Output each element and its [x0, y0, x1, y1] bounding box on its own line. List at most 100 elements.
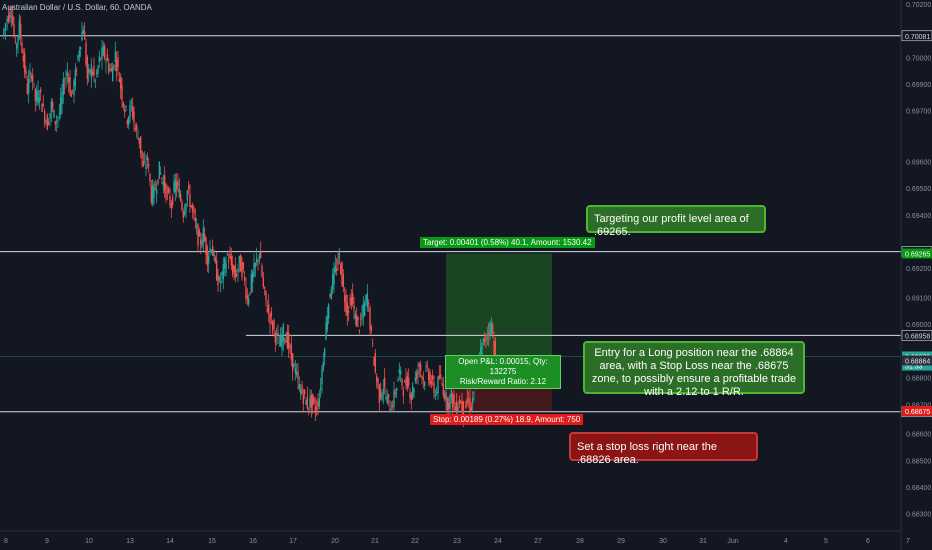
candle-body [149, 173, 151, 182]
y-tick-label: 0.69200 [906, 266, 931, 273]
candle-body [329, 294, 331, 297]
candle-body [37, 90, 39, 104]
candle-body [426, 365, 429, 368]
y-tick-label: 0.70200 [906, 2, 931, 9]
candle-body [226, 253, 229, 255]
candle-body [165, 183, 167, 200]
candle-body [305, 400, 307, 405]
candle-body [273, 319, 275, 329]
candle-body [250, 274, 253, 292]
candle-body [211, 245, 214, 256]
candle-body [445, 392, 447, 400]
candle-body [381, 393, 383, 400]
candle-body [141, 150, 143, 159]
candle-body [111, 67, 114, 82]
candle-body [94, 80, 97, 81]
candle-body [330, 289, 333, 300]
candle-body [91, 71, 94, 75]
candle-body [291, 353, 294, 371]
candle-body [179, 193, 182, 201]
candle-body [309, 397, 311, 408]
candle-body [462, 400, 465, 420]
candle-body [63, 87, 66, 89]
candle-body [105, 61, 107, 63]
y-tick-label: 0.69400 [906, 213, 931, 220]
candle-body [383, 377, 386, 387]
target-zone [446, 253, 552, 361]
candle-body [18, 19, 21, 38]
candle-body [15, 44, 18, 49]
candle-body [489, 322, 491, 334]
candle-body [317, 401, 319, 407]
x-tick-label: 7 [906, 538, 910, 545]
candle-body [243, 276, 246, 281]
candle-body [119, 76, 122, 89]
pnl-box[interactable]: Open P&L: 0.00015, Qty: 132275 Risk/Rewa… [445, 355, 561, 389]
candle-body [183, 211, 186, 215]
x-tick-label: 10 [85, 538, 93, 545]
price-tag-label: 0.68675 [905, 409, 930, 416]
candle-body [53, 109, 55, 118]
stop-annotation[interactable]: Set a stop loss right near the .68826 ar… [569, 432, 758, 466]
candle-body [311, 393, 314, 405]
candle-body [361, 315, 363, 320]
candle-body [227, 260, 230, 262]
candle-body [54, 121, 57, 125]
candle-body [199, 239, 202, 245]
candle-body [75, 70, 78, 72]
candle-body [113, 65, 115, 68]
candle-body [22, 55, 25, 62]
y-tick-label: 0.68400 [906, 485, 931, 492]
candle-body [263, 287, 266, 289]
candle-body [77, 55, 79, 60]
candle-body [437, 376, 439, 394]
candle-body [479, 347, 482, 354]
candle-body [287, 332, 290, 349]
candle-body [465, 401, 467, 408]
candle-body [322, 362, 325, 370]
candle-body [166, 191, 169, 193]
candle-body [43, 110, 46, 123]
candle-body [385, 396, 387, 399]
candle-body [95, 72, 98, 74]
candle-body [346, 302, 349, 316]
stop-label[interactable]: Stop: 0.00189 (0.27%) 18.9, Amount: 750 [430, 414, 584, 425]
candle-body [313, 397, 315, 403]
candle-body [482, 338, 485, 343]
candle-body [434, 394, 437, 397]
candle-body [25, 70, 27, 75]
candle-body [394, 392, 397, 395]
candle-body [414, 377, 417, 382]
candle-body [261, 265, 263, 277]
candle-body [251, 272, 254, 282]
candle-body [338, 253, 341, 259]
candle-body [210, 250, 213, 252]
candle-body [71, 90, 74, 91]
price-axis[interactable]: 0.70200 0.70000 0.69900 0.69700 0.69600 0.695… [906, 2, 931, 519]
time-axis[interactable]: 8 9 10 13 14 15 16 17 20 21 22 23 24 27 28 29 30 31 Jun 4 5 6… [4, 538, 910, 545]
candle-body [321, 368, 323, 385]
candle-body [73, 80, 75, 96]
candle-body [217, 274, 219, 286]
candle-body [34, 88, 37, 102]
x-tick-label: 5 [824, 538, 828, 545]
candle-body [306, 396, 309, 409]
candle-body [38, 97, 41, 103]
candle-body [345, 293, 347, 312]
candle-body [258, 254, 261, 262]
candle-body [97, 66, 99, 74]
candle-body [382, 389, 385, 395]
candle-body [26, 83, 29, 94]
target-annotation[interactable]: Targeting our profit level area of .6926… [586, 205, 766, 238]
candle-body [195, 225, 198, 228]
candle-body [389, 408, 391, 411]
candle-body [289, 345, 291, 348]
candle-body [335, 268, 338, 271]
candle-body [473, 392, 475, 394]
target-label[interactable]: Target: 0.00401 (0.58%) 40.1, Amount: 15… [420, 237, 595, 248]
candle-body [191, 204, 194, 211]
entry-annotation[interactable]: Entry for a Long position near the .6886… [583, 341, 805, 398]
candle-body [51, 101, 54, 109]
candle-body [139, 136, 142, 153]
